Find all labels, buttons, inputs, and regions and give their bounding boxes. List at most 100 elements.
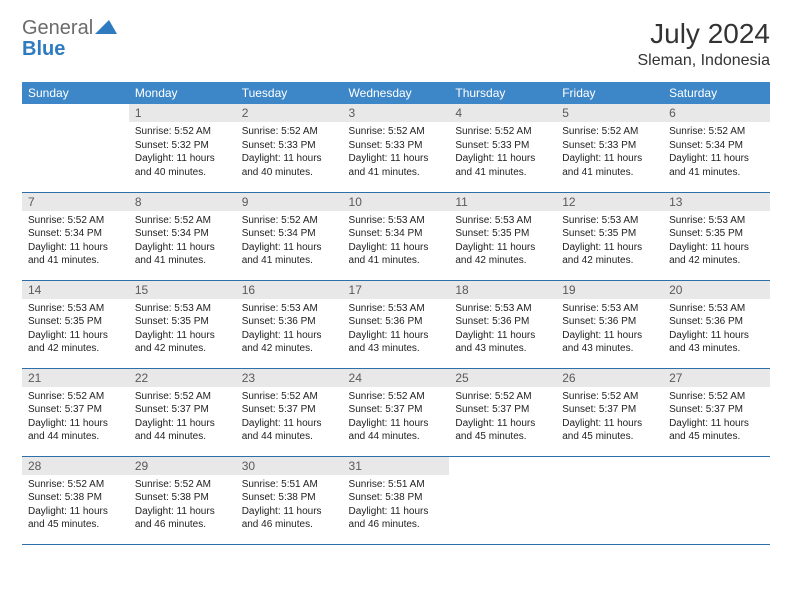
calendar-cell: 28Sunrise: 5:52 AMSunset: 5:38 PMDayligh… [22, 456, 129, 544]
day-info: Sunrise: 5:52 AMSunset: 5:33 PMDaylight:… [236, 122, 343, 185]
day-number: 27 [663, 369, 770, 387]
calendar-cell-empty [663, 456, 770, 544]
calendar-table: SundayMondayTuesdayWednesdayThursdayFrid… [22, 82, 770, 545]
calendar-cell: 19Sunrise: 5:53 AMSunset: 5:36 PMDayligh… [556, 280, 663, 368]
day-number: 26 [556, 369, 663, 387]
day-number: 24 [343, 369, 450, 387]
day-info: Sunrise: 5:53 AMSunset: 5:36 PMDaylight:… [449, 299, 556, 362]
day-number: 3 [343, 104, 450, 122]
day-info: Sunrise: 5:52 AMSunset: 5:32 PMDaylight:… [129, 122, 236, 185]
day-number: 30 [236, 457, 343, 475]
day-info: Sunrise: 5:52 AMSunset: 5:34 PMDaylight:… [663, 122, 770, 185]
day-number: 14 [22, 281, 129, 299]
day-number: 29 [129, 457, 236, 475]
logo-general-text: General [22, 17, 93, 39]
calendar-cell: 1Sunrise: 5:52 AMSunset: 5:32 PMDaylight… [129, 104, 236, 192]
day-number: 5 [556, 104, 663, 122]
day-number: 17 [343, 281, 450, 299]
calendar-cell-empty [449, 456, 556, 544]
calendar-cell: 18Sunrise: 5:53 AMSunset: 5:36 PMDayligh… [449, 280, 556, 368]
day-info: Sunrise: 5:52 AMSunset: 5:37 PMDaylight:… [449, 387, 556, 450]
calendar-cell: 25Sunrise: 5:52 AMSunset: 5:37 PMDayligh… [449, 368, 556, 456]
day-number: 4 [449, 104, 556, 122]
day-header: Tuesday [236, 82, 343, 104]
day-number: 25 [449, 369, 556, 387]
day-number: 19 [556, 281, 663, 299]
day-info: Sunrise: 5:53 AMSunset: 5:35 PMDaylight:… [556, 211, 663, 274]
calendar-cell: 12Sunrise: 5:53 AMSunset: 5:35 PMDayligh… [556, 192, 663, 280]
day-number: 7 [22, 193, 129, 211]
day-header: Thursday [449, 82, 556, 104]
day-info: Sunrise: 5:53 AMSunset: 5:35 PMDaylight:… [663, 211, 770, 274]
day-info: Sunrise: 5:51 AMSunset: 5:38 PMDaylight:… [343, 475, 450, 538]
day-info: Sunrise: 5:52 AMSunset: 5:37 PMDaylight:… [22, 387, 129, 450]
day-info: Sunrise: 5:51 AMSunset: 5:38 PMDaylight:… [236, 475, 343, 538]
day-info: Sunrise: 5:52 AMSunset: 5:37 PMDaylight:… [236, 387, 343, 450]
calendar-cell: 15Sunrise: 5:53 AMSunset: 5:35 PMDayligh… [129, 280, 236, 368]
day-number: 28 [22, 457, 129, 475]
title-block: July 2024 Sleman, Indonesia [637, 18, 770, 70]
day-number: 8 [129, 193, 236, 211]
day-number: 22 [129, 369, 236, 387]
calendar-cell: 21Sunrise: 5:52 AMSunset: 5:37 PMDayligh… [22, 368, 129, 456]
location: Sleman, Indonesia [637, 52, 770, 70]
day-header: Wednesday [343, 82, 450, 104]
calendar-cell: 10Sunrise: 5:53 AMSunset: 5:34 PMDayligh… [343, 192, 450, 280]
day-info: Sunrise: 5:53 AMSunset: 5:34 PMDaylight:… [343, 211, 450, 274]
calendar-cell: 27Sunrise: 5:52 AMSunset: 5:37 PMDayligh… [663, 368, 770, 456]
calendar-cell: 23Sunrise: 5:52 AMSunset: 5:37 PMDayligh… [236, 368, 343, 456]
day-number: 6 [663, 104, 770, 122]
calendar-row: 14Sunrise: 5:53 AMSunset: 5:35 PMDayligh… [22, 280, 770, 368]
day-number: 11 [449, 193, 556, 211]
day-number: 31 [343, 457, 450, 475]
logo: General Blue [22, 18, 117, 60]
calendar-cell: 7Sunrise: 5:52 AMSunset: 5:34 PMDaylight… [22, 192, 129, 280]
day-header: Sunday [22, 82, 129, 104]
day-info: Sunrise: 5:53 AMSunset: 5:35 PMDaylight:… [449, 211, 556, 274]
day-number: 15 [129, 281, 236, 299]
day-info: Sunrise: 5:52 AMSunset: 5:34 PMDaylight:… [129, 211, 236, 274]
calendar-cell: 20Sunrise: 5:53 AMSunset: 5:36 PMDayligh… [663, 280, 770, 368]
day-number: 9 [236, 193, 343, 211]
calendar-cell: 24Sunrise: 5:52 AMSunset: 5:37 PMDayligh… [343, 368, 450, 456]
day-info: Sunrise: 5:52 AMSunset: 5:34 PMDaylight:… [236, 211, 343, 274]
calendar-cell: 2Sunrise: 5:52 AMSunset: 5:33 PMDaylight… [236, 104, 343, 192]
calendar-cell: 16Sunrise: 5:53 AMSunset: 5:36 PMDayligh… [236, 280, 343, 368]
calendar-body: 1Sunrise: 5:52 AMSunset: 5:32 PMDaylight… [22, 104, 770, 544]
calendar-cell: 6Sunrise: 5:52 AMSunset: 5:34 PMDaylight… [663, 104, 770, 192]
day-number: 23 [236, 369, 343, 387]
day-info: Sunrise: 5:52 AMSunset: 5:37 PMDaylight:… [663, 387, 770, 450]
calendar-cell: 17Sunrise: 5:53 AMSunset: 5:36 PMDayligh… [343, 280, 450, 368]
day-info: Sunrise: 5:52 AMSunset: 5:34 PMDaylight:… [22, 211, 129, 274]
day-number: 16 [236, 281, 343, 299]
calendar-cell-empty [556, 456, 663, 544]
logo-blue-text: Blue [22, 38, 65, 60]
day-info: Sunrise: 5:53 AMSunset: 5:35 PMDaylight:… [129, 299, 236, 362]
day-header: Friday [556, 82, 663, 104]
day-info: Sunrise: 5:52 AMSunset: 5:37 PMDaylight:… [556, 387, 663, 450]
calendar-cell: 13Sunrise: 5:53 AMSunset: 5:35 PMDayligh… [663, 192, 770, 280]
day-number: 2 [236, 104, 343, 122]
calendar-cell: 4Sunrise: 5:52 AMSunset: 5:33 PMDaylight… [449, 104, 556, 192]
calendar-cell: 29Sunrise: 5:52 AMSunset: 5:38 PMDayligh… [129, 456, 236, 544]
calendar-row: 1Sunrise: 5:52 AMSunset: 5:32 PMDaylight… [22, 104, 770, 192]
day-info: Sunrise: 5:52 AMSunset: 5:38 PMDaylight:… [129, 475, 236, 538]
calendar-cell: 26Sunrise: 5:52 AMSunset: 5:37 PMDayligh… [556, 368, 663, 456]
day-info: Sunrise: 5:52 AMSunset: 5:38 PMDaylight:… [22, 475, 129, 538]
day-number: 10 [343, 193, 450, 211]
calendar-cell: 31Sunrise: 5:51 AMSunset: 5:38 PMDayligh… [343, 456, 450, 544]
calendar-cell: 11Sunrise: 5:53 AMSunset: 5:35 PMDayligh… [449, 192, 556, 280]
month-title: July 2024 [637, 18, 770, 50]
calendar-head: SundayMondayTuesdayWednesdayThursdayFrid… [22, 82, 770, 104]
logo-triangle-icon [95, 18, 117, 39]
day-info: Sunrise: 5:53 AMSunset: 5:36 PMDaylight:… [343, 299, 450, 362]
calendar-row: 28Sunrise: 5:52 AMSunset: 5:38 PMDayligh… [22, 456, 770, 544]
day-info: Sunrise: 5:53 AMSunset: 5:36 PMDaylight:… [556, 299, 663, 362]
calendar-cell: 3Sunrise: 5:52 AMSunset: 5:33 PMDaylight… [343, 104, 450, 192]
day-number: 12 [556, 193, 663, 211]
calendar-cell: 14Sunrise: 5:53 AMSunset: 5:35 PMDayligh… [22, 280, 129, 368]
day-info: Sunrise: 5:52 AMSunset: 5:37 PMDaylight:… [129, 387, 236, 450]
calendar-row: 21Sunrise: 5:52 AMSunset: 5:37 PMDayligh… [22, 368, 770, 456]
day-info: Sunrise: 5:52 AMSunset: 5:33 PMDaylight:… [556, 122, 663, 185]
calendar-cell: 22Sunrise: 5:52 AMSunset: 5:37 PMDayligh… [129, 368, 236, 456]
